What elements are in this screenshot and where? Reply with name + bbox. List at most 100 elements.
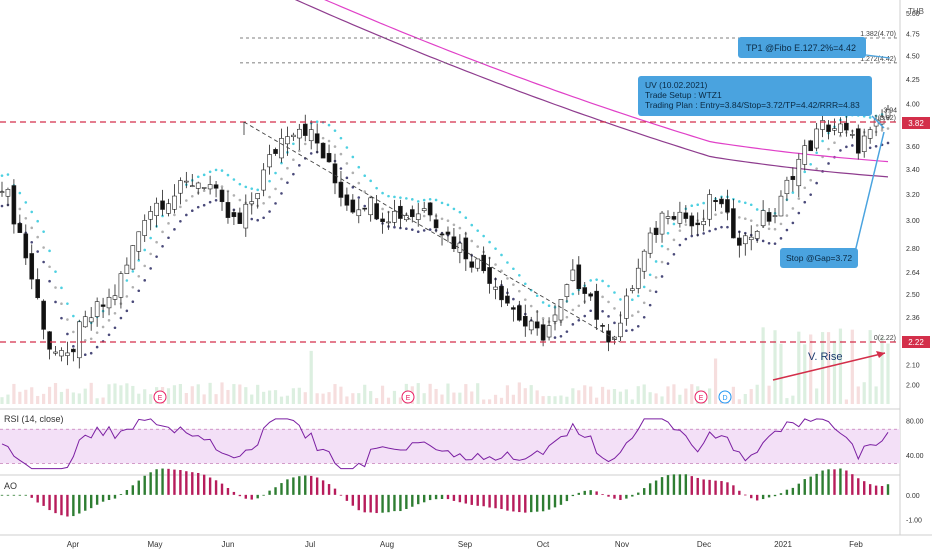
ao-bar: [339, 494, 343, 496]
ema-mid-dot: [232, 194, 236, 197]
candle-down: [689, 215, 695, 227]
ema-fast-dot: [422, 198, 426, 202]
ema-mid-dot: [262, 202, 265, 205]
ao-bar: [6, 494, 10, 496]
volume-bar: [517, 382, 521, 404]
ema-slow-dot: [190, 209, 194, 212]
volume-bar: [844, 399, 848, 404]
ema-slow-dot: [416, 230, 420, 234]
ema-slow-dot: [708, 229, 711, 233]
ema-slow-dot: [36, 250, 39, 253]
candle-down: [374, 203, 379, 220]
candle-up: [885, 109, 891, 118]
ao-bar: [262, 494, 265, 496]
ao-bar: [149, 472, 152, 495]
badge-low-text: 2.22: [908, 338, 924, 347]
event-marker: [694, 390, 708, 404]
ema-slow-dot: [42, 260, 45, 264]
ao-bar: [559, 494, 563, 505]
ema-slow-dot: [583, 314, 587, 318]
ema-mid-dot: [714, 213, 717, 216]
ema-fast-dot: [143, 248, 147, 252]
ao-bar: [637, 492, 640, 495]
ema-fast-dot: [125, 279, 129, 282]
candle-up: [820, 120, 825, 130]
volume-bar: [83, 388, 87, 404]
candle-down: [511, 307, 516, 310]
candle-up: [677, 211, 683, 224]
volume-bar: [297, 387, 301, 404]
volume-bar: [630, 399, 634, 404]
ema-slow-dot: [405, 227, 408, 231]
volume-bar: [476, 383, 480, 404]
ema-mid-dot: [571, 308, 575, 312]
ema-fast-dot: [66, 302, 69, 305]
volume-bar: [107, 384, 111, 404]
ema-slow-dot: [512, 297, 515, 301]
ema-mid-dot: [440, 217, 444, 221]
ema-fast-dot: [405, 197, 408, 200]
ema-slow-dot: [208, 200, 212, 204]
ema-mid-dot: [36, 235, 39, 239]
time-tick-label: May: [147, 540, 162, 549]
volume-bar: [642, 384, 646, 404]
candle-up: [154, 202, 159, 216]
candle-down: [302, 123, 308, 136]
ao-bar: [530, 494, 533, 513]
volume-bars: [0, 327, 890, 404]
rsi-tick-label: 80.00: [906, 419, 924, 426]
ema-fast-dot: [512, 267, 515, 271]
volume-bar: [636, 386, 640, 404]
volume-bar: [809, 334, 813, 404]
ao-bar: [107, 494, 111, 501]
time-tick-label: Oct: [537, 540, 550, 549]
ao-bar: [886, 484, 890, 495]
candle-up: [415, 213, 421, 220]
vrise-arrowhead: [876, 351, 885, 358]
ema-slow-dot: [286, 181, 289, 184]
ema-slow-dot: [654, 290, 658, 294]
candle-up: [558, 299, 564, 321]
ema-fast-dot: [250, 187, 254, 190]
ema-fast-dot: [821, 139, 824, 143]
ema-fast-dot: [238, 182, 242, 186]
stop-pointer: [854, 131, 885, 253]
ema-mid-dot: [48, 265, 51, 269]
ema-fast-dot: [214, 168, 218, 172]
ao-bar: [720, 481, 723, 495]
ema-fast-dot: [464, 216, 468, 220]
ao-bar: [78, 494, 81, 514]
candle-up: [701, 221, 706, 226]
volume-bar: [303, 392, 307, 404]
ema-mid-dot: [89, 337, 93, 341]
ema-fast-dot: [601, 279, 604, 283]
volume-bar: [6, 394, 10, 404]
price-tick-label: 3.40: [906, 167, 920, 174]
ema-slow-dot: [428, 228, 432, 231]
ema-mid-dot: [101, 325, 105, 329]
ema-mid-dot: [143, 264, 147, 268]
ao-bar: [280, 483, 283, 495]
ema-fast-dot: [196, 175, 200, 179]
ema-mid-dot: [601, 295, 604, 299]
volume-bar: [77, 393, 81, 404]
candle-down: [427, 202, 433, 216]
ema-slow-dot: [363, 204, 367, 208]
volume-bar: [690, 384, 694, 404]
ema-slow-dot: [868, 146, 872, 150]
candle-up: [778, 195, 784, 217]
ema-slow-dot: [714, 227, 717, 231]
ao-bar: [791, 487, 795, 495]
price-tick-label: 4.75: [906, 32, 920, 39]
ao-bar: [571, 494, 575, 497]
badge-high: 3.82: [902, 117, 930, 129]
ema-fast-dot: [702, 201, 705, 205]
candle-up: [189, 185, 195, 187]
candle-down: [683, 212, 689, 219]
stop-callout: Stop @Gap=3.72: [780, 248, 858, 268]
candle-down: [29, 253, 35, 280]
ema-fast-dot: [345, 146, 349, 149]
volume-bar: [499, 397, 504, 404]
volume-bar: [12, 383, 16, 404]
ema-mid-dot: [494, 263, 497, 266]
